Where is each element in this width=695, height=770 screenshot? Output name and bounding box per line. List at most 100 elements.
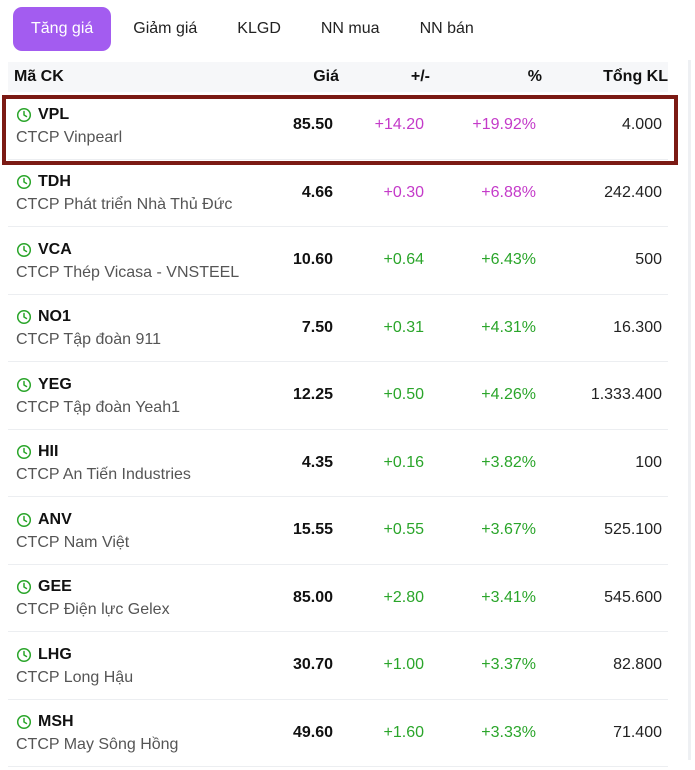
- table-row[interactable]: ANV CTCP Nam Việt 15.55 +0.55 +3.67% 525.100: [8, 497, 668, 565]
- change-value: +0.50: [383, 386, 424, 404]
- tab-nn-mua[interactable]: NN mua: [320, 20, 380, 37]
- company-name: CTCP Tập đoàn Yeah1: [16, 398, 180, 416]
- percent-value: +6.43%: [481, 251, 536, 269]
- change-value: +2.80: [383, 588, 424, 606]
- clock-icon: [16, 107, 32, 123]
- volume-value: 82.800: [613, 656, 662, 674]
- percent-value: +3.33%: [481, 723, 536, 741]
- percent-value: +4.26%: [481, 386, 536, 404]
- change-value: +14.20: [374, 116, 424, 134]
- company-name: CTCP Phát triển Nhà Thủ Đức: [16, 196, 233, 214]
- price-value: 30.70: [292, 656, 333, 674]
- header-change[interactable]: +/-: [410, 68, 430, 85]
- change-value: +0.16: [383, 453, 424, 471]
- change-value: +1.60: [383, 723, 424, 741]
- volume-value: 545.600: [604, 588, 662, 606]
- stock-cell: GEE CTCP Điện lực Gelex: [8, 576, 254, 619]
- table-header: Mã CK Giá +/- % Tổng KL: [8, 62, 668, 92]
- price-value: 49.60: [292, 723, 333, 741]
- company-name: CTCP Long Hậu: [16, 668, 134, 686]
- percent-value: +3.37%: [481, 656, 536, 674]
- stock-cell: VCA CTCP Thép Vicasa - VNSTEEL: [8, 239, 254, 282]
- clock-icon: [16, 714, 32, 730]
- price-value: 4.35: [301, 453, 333, 471]
- table-row[interactable]: TDH CTCP Phát triển Nhà Thủ Đức 4.66 +0.30 +…: [8, 160, 668, 227]
- table-row[interactable]: MSH CTCP May Sông Hồng 49.60 +1.60 +3.33% 71.…: [8, 700, 668, 767]
- volume-value: 71.400: [613, 723, 662, 741]
- price-value: 10.60: [292, 251, 333, 269]
- clock-icon: [16, 512, 32, 528]
- volume-value: 500: [635, 251, 662, 269]
- table-row[interactable]: LHG CTCP Long Hậu 30.70 +1.00 +3.37% 82.800: [8, 632, 668, 700]
- stock-code[interactable]: VPL: [38, 105, 70, 123]
- stock-cell: TDH CTCP Phát triển Nhà Thủ Đức: [8, 171, 254, 214]
- percent-value: +3.82%: [481, 453, 536, 471]
- change-value: +0.31: [383, 318, 424, 336]
- clock-icon: [16, 444, 32, 460]
- volume-value: 4.000: [621, 116, 662, 134]
- tab-tang-gia[interactable]: Tăng giá: [13, 7, 112, 51]
- clock-icon: [16, 242, 32, 258]
- stock-cell: LHG CTCP Long Hậu: [8, 644, 254, 687]
- scrollbar[interactable]: [688, 60, 691, 760]
- change-value: +1.00: [383, 656, 424, 674]
- stock-cell: ANV CTCP Nam Việt: [8, 509, 254, 552]
- price-value: 85.00: [292, 588, 333, 606]
- stock-code[interactable]: LHG: [38, 645, 72, 663]
- company-name: CTCP Điện lực Gelex: [16, 601, 170, 619]
- stock-cell: MSH CTCP May Sông Hồng: [8, 711, 254, 754]
- stock-cell: NO1 CTCP Tập đoàn 911: [8, 306, 254, 349]
- company-name: CTCP Tập đoàn 911: [16, 331, 161, 349]
- header-price[interactable]: Giá: [313, 68, 339, 85]
- stock-code[interactable]: TDH: [38, 173, 71, 191]
- stock-code[interactable]: GEE: [38, 578, 72, 596]
- table-row[interactable]: YEG CTCP Tập đoàn Yeah1 12.25 +0.50 +4.26% 1.…: [8, 362, 668, 430]
- volume-value: 16.300: [613, 318, 662, 336]
- change-value: +0.55: [383, 521, 424, 539]
- change-value: +0.30: [383, 183, 424, 201]
- table-row[interactable]: VPL CTCP Vinpearl 85.50 +14.20 +19.92% 4.000: [8, 92, 668, 160]
- header-percent[interactable]: %: [527, 68, 542, 85]
- percent-value: +6.88%: [481, 183, 536, 201]
- clock-icon: [16, 647, 32, 663]
- volume-value: 525.100: [604, 521, 662, 539]
- clock-icon: [16, 309, 32, 325]
- company-name: CTCP Thép Vicasa - VNSTEEL: [16, 263, 240, 281]
- price-value: 85.50: [292, 116, 333, 134]
- company-name: CTCP An Tiến Industries: [16, 466, 191, 484]
- stock-code[interactable]: VCA: [38, 240, 72, 258]
- table-row[interactable]: GEE CTCP Điện lực Gelex 85.00 +2.80 +3.41% 54…: [8, 565, 668, 632]
- clock-icon: [16, 377, 32, 393]
- stock-code[interactable]: MSH: [38, 713, 74, 731]
- header-code[interactable]: Mã CK: [14, 68, 64, 85]
- company-name: CTCP Nam Việt: [16, 533, 130, 551]
- percent-value: +4.31%: [481, 318, 536, 336]
- tab-giam-gia[interactable]: Giảm giá: [133, 20, 198, 37]
- stock-code[interactable]: YEG: [38, 375, 72, 393]
- header-volume[interactable]: Tổng KL: [603, 68, 668, 85]
- percent-value: +19.92%: [472, 116, 536, 134]
- tab-klgd[interactable]: KLGD: [237, 20, 281, 37]
- clock-icon: [16, 579, 32, 595]
- tab-nn-ban[interactable]: NN bán: [419, 20, 474, 37]
- table-row[interactable]: HII CTCP An Tiến Industries 4.35 +0.16 +3.82…: [8, 430, 668, 497]
- stock-cell: YEG CTCP Tập đoàn Yeah1: [8, 374, 254, 417]
- table-row[interactable]: NO1 CTCP Tập đoàn 911 7.50 +0.31 +4.31% 16.30…: [8, 295, 668, 362]
- stock-code[interactable]: HII: [38, 443, 59, 461]
- price-value: 15.55: [292, 521, 333, 539]
- stock-code[interactable]: ANV: [38, 510, 72, 528]
- price-value: 7.50: [301, 318, 333, 336]
- stock-code[interactable]: NO1: [38, 308, 71, 326]
- volume-value: 1.333.400: [590, 386, 662, 404]
- clock-icon: [16, 174, 32, 190]
- stock-cell: HII CTCP An Tiến Industries: [8, 441, 254, 484]
- percent-value: +3.67%: [481, 521, 536, 539]
- volume-value: 242.400: [604, 183, 662, 201]
- volume-value: 100: [635, 453, 662, 471]
- price-value: 4.66: [301, 183, 333, 201]
- company-name: CTCP May Sông Hồng: [16, 736, 179, 754]
- table-body: VPL CTCP Vinpearl 85.50 +14.20 +19.92% 4.000 T…: [8, 92, 668, 767]
- table-row[interactable]: VCA CTCP Thép Vicasa - VNSTEEL 10.60 +0.64 +…: [8, 227, 668, 295]
- stock-table: Mã CK Giá +/- % Tổng KL VPL CTCP Vinpearl…: [8, 62, 668, 767]
- stock-cell: VPL CTCP Vinpearl: [8, 104, 254, 147]
